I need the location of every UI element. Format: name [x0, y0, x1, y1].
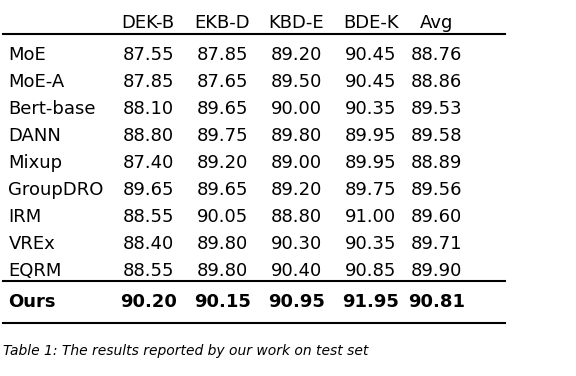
Text: 90.85: 90.85 — [345, 262, 396, 280]
Text: 89.80: 89.80 — [197, 262, 248, 280]
Text: Table 1: The results reported by our work on test set: Table 1: The results reported by our wor… — [3, 344, 368, 358]
Text: 91.95: 91.95 — [342, 293, 399, 311]
Text: Avg: Avg — [420, 14, 453, 32]
Text: 87.40: 87.40 — [123, 154, 174, 172]
Text: EKB-D: EKB-D — [195, 14, 250, 32]
Text: 89.20: 89.20 — [271, 45, 322, 64]
Text: 90.95: 90.95 — [268, 293, 325, 311]
Text: 89.50: 89.50 — [271, 73, 322, 91]
Text: 89.58: 89.58 — [411, 127, 462, 145]
Text: 90.00: 90.00 — [271, 100, 322, 118]
Text: VREx: VREx — [9, 235, 55, 253]
Text: 87.85: 87.85 — [196, 45, 248, 64]
Text: 90.20: 90.20 — [120, 293, 177, 311]
Text: KBD-E: KBD-E — [269, 14, 324, 32]
Text: 89.20: 89.20 — [271, 181, 322, 199]
Text: GroupDRO: GroupDRO — [9, 181, 104, 199]
Text: 89.75: 89.75 — [345, 181, 396, 199]
Text: 90.05: 90.05 — [197, 208, 248, 226]
Text: 89.20: 89.20 — [197, 154, 248, 172]
Text: 90.35: 90.35 — [345, 235, 396, 253]
Text: 88.89: 88.89 — [411, 154, 462, 172]
Text: 89.65: 89.65 — [196, 100, 248, 118]
Text: 88.80: 88.80 — [123, 127, 174, 145]
Text: MoE-A: MoE-A — [9, 73, 65, 91]
Text: 87.55: 87.55 — [123, 45, 174, 64]
Text: 89.56: 89.56 — [411, 181, 462, 199]
Text: 89.60: 89.60 — [411, 208, 462, 226]
Text: 91.00: 91.00 — [345, 208, 396, 226]
Text: 90.30: 90.30 — [271, 235, 322, 253]
Text: DEK-B: DEK-B — [122, 14, 175, 32]
Text: 88.80: 88.80 — [271, 208, 322, 226]
Text: Ours: Ours — [9, 293, 56, 311]
Text: 89.00: 89.00 — [271, 154, 322, 172]
Text: 89.71: 89.71 — [411, 235, 462, 253]
Text: 90.15: 90.15 — [194, 293, 251, 311]
Text: 89.80: 89.80 — [197, 235, 248, 253]
Text: MoE: MoE — [9, 45, 46, 64]
Text: 89.75: 89.75 — [196, 127, 248, 145]
Text: 90.81: 90.81 — [408, 293, 465, 311]
Text: Mixup: Mixup — [9, 154, 63, 172]
Text: 88.55: 88.55 — [123, 208, 174, 226]
Text: 90.45: 90.45 — [345, 45, 396, 64]
Text: 90.40: 90.40 — [271, 262, 322, 280]
Text: 89.80: 89.80 — [271, 127, 322, 145]
Text: 89.53: 89.53 — [411, 100, 462, 118]
Text: DANN: DANN — [9, 127, 62, 145]
Text: 87.65: 87.65 — [196, 73, 248, 91]
Text: 89.65: 89.65 — [123, 181, 174, 199]
Text: 89.95: 89.95 — [345, 154, 396, 172]
Text: 88.86: 88.86 — [411, 73, 462, 91]
Text: 88.55: 88.55 — [123, 262, 174, 280]
Text: 88.76: 88.76 — [411, 45, 462, 64]
Text: 88.40: 88.40 — [123, 235, 174, 253]
Text: 89.90: 89.90 — [411, 262, 462, 280]
Text: 88.10: 88.10 — [123, 100, 174, 118]
Text: 87.85: 87.85 — [123, 73, 174, 91]
Text: EQRM: EQRM — [9, 262, 62, 280]
Text: Bert-base: Bert-base — [9, 100, 96, 118]
Text: BDE-K: BDE-K — [343, 14, 399, 32]
Text: 89.65: 89.65 — [196, 181, 248, 199]
Text: 90.45: 90.45 — [345, 73, 396, 91]
Text: 90.35: 90.35 — [345, 100, 396, 118]
Text: IRM: IRM — [9, 208, 41, 226]
Text: 89.95: 89.95 — [345, 127, 396, 145]
